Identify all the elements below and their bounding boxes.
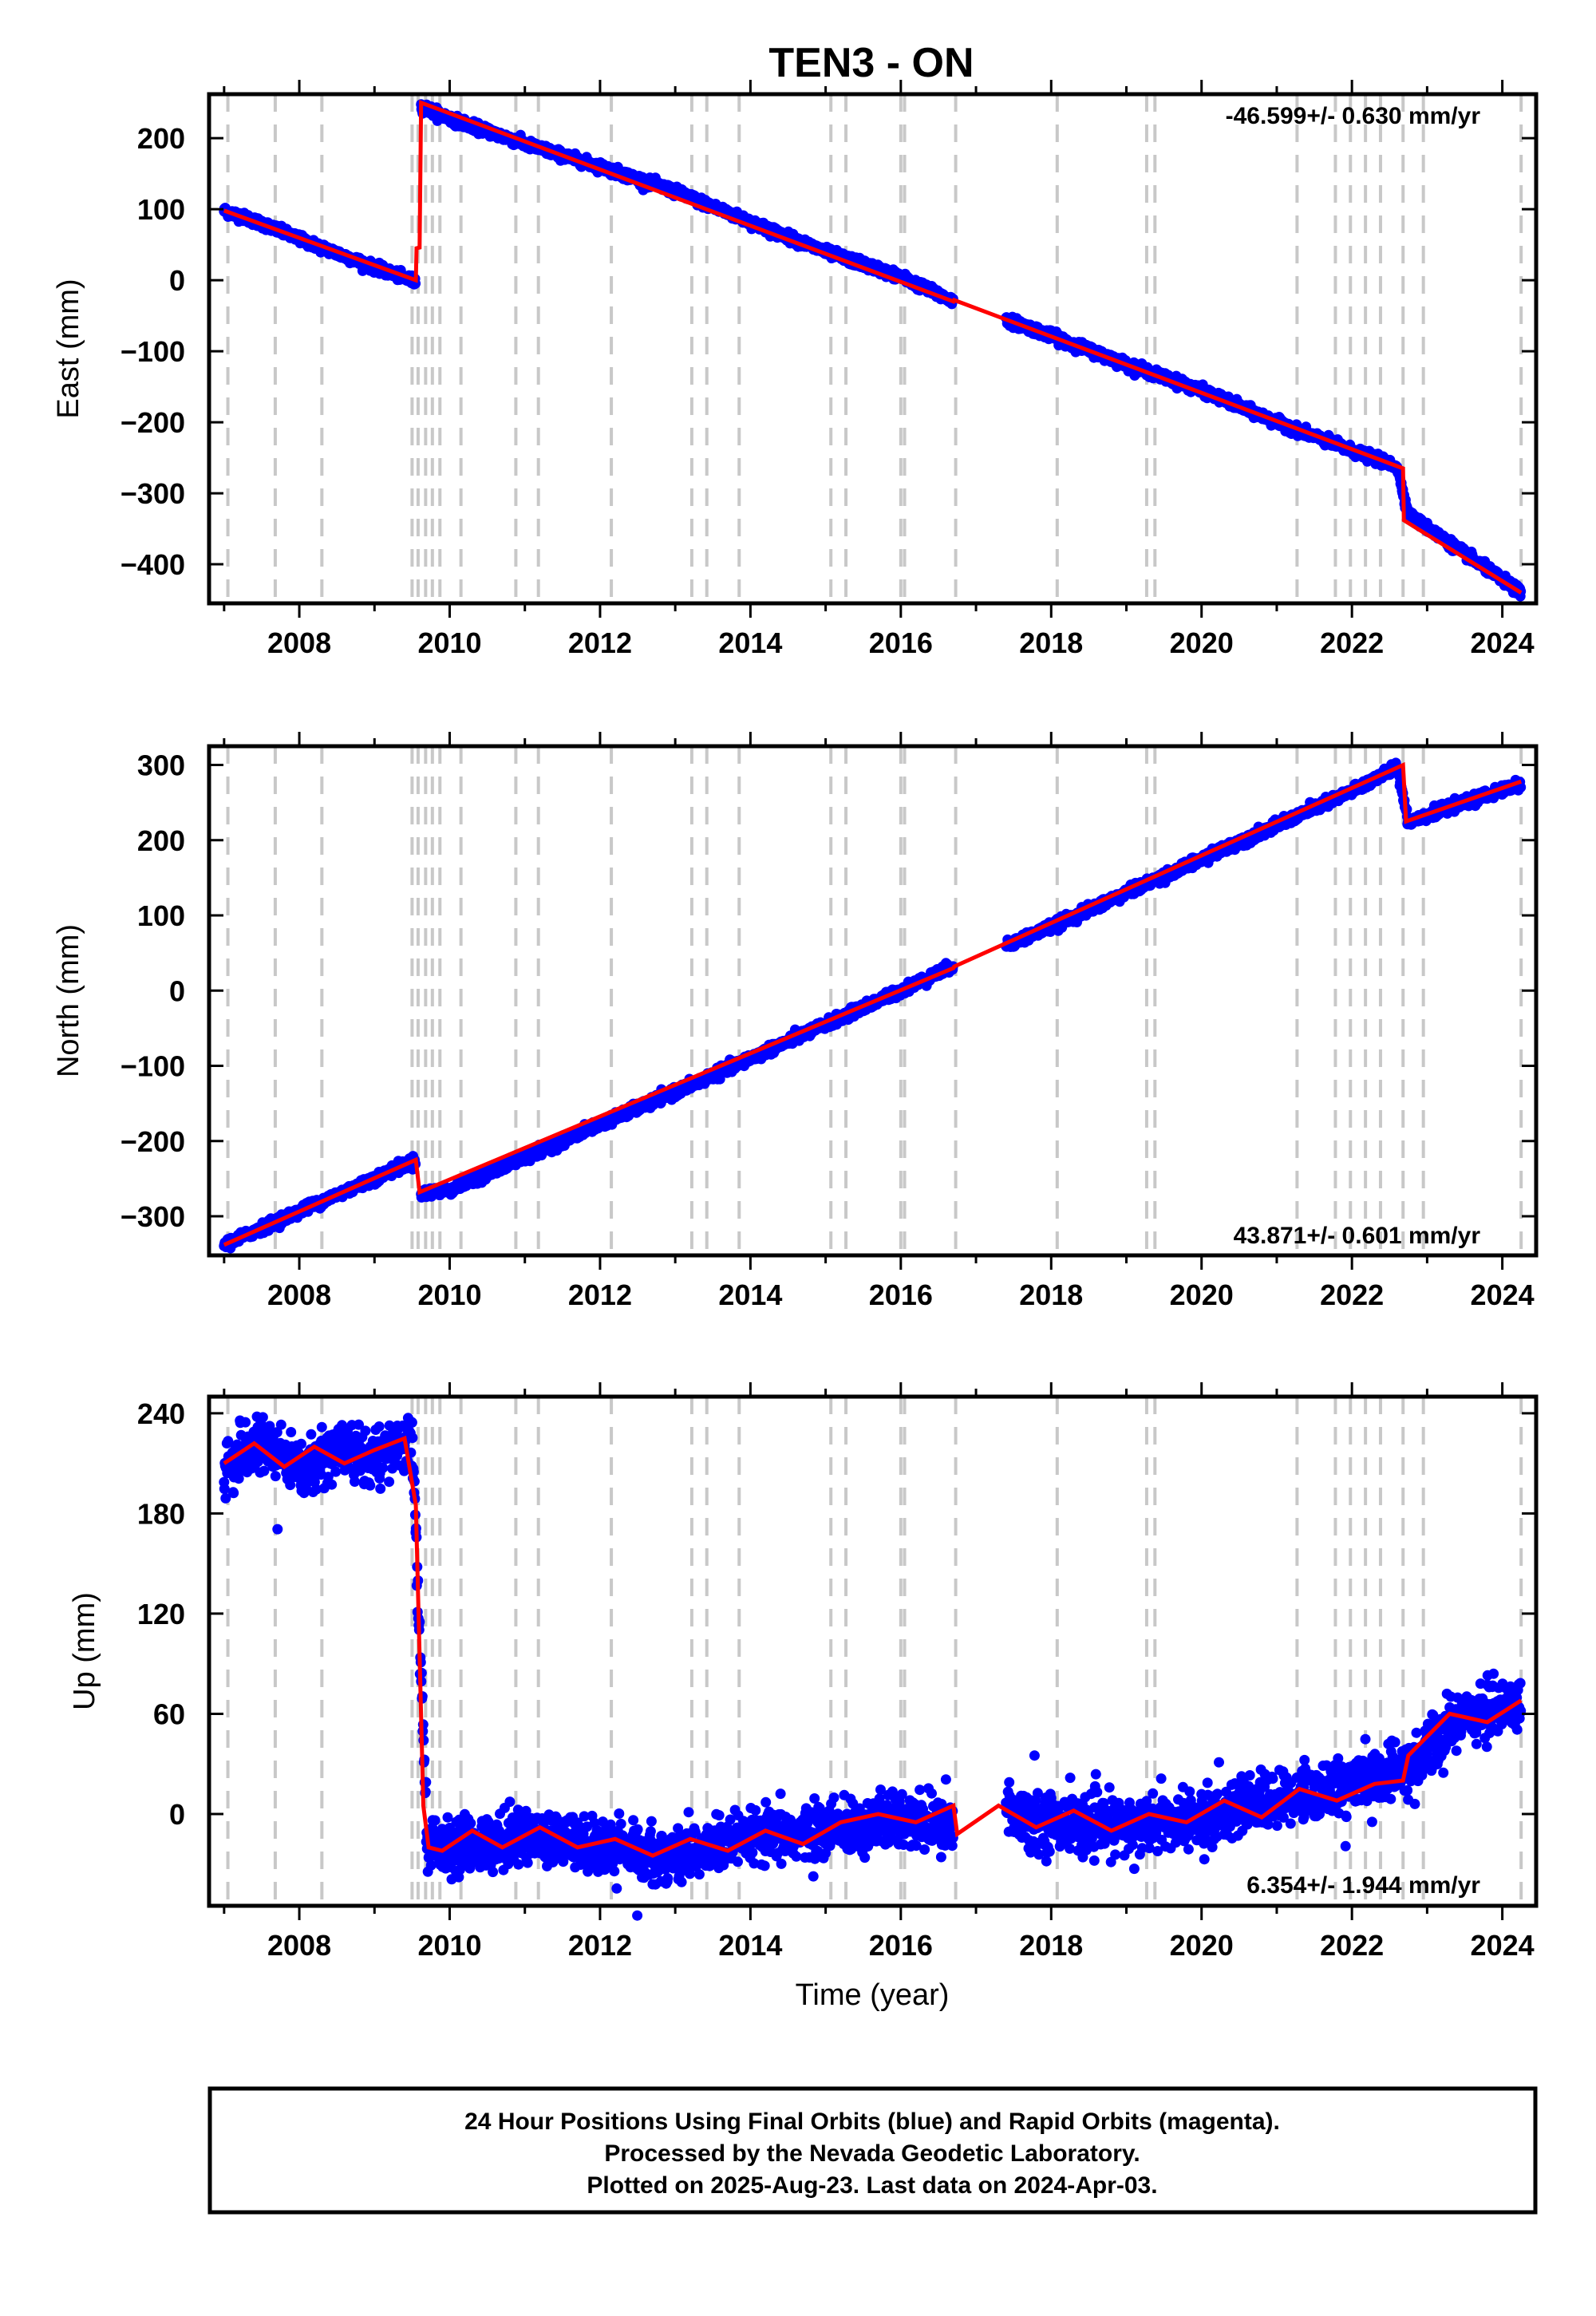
east-x-tick-label: 2014 (718, 626, 782, 659)
east-rate-label: -46.599+/- 0.630 mm/yr (1226, 103, 1481, 129)
east-y-tick-label: −100 (120, 335, 185, 368)
east-y-tick-label: −300 (120, 477, 185, 510)
east-x-tick-label: 2020 (1170, 626, 1234, 659)
east-y-tick-label: 200 (137, 122, 185, 155)
east-x-tick-label: 2008 (267, 626, 331, 659)
east-y-tick-label: 0 (169, 264, 185, 297)
east-x-tick-label: 2022 (1320, 626, 1384, 659)
east-panel: 2008 2010 2012 2014 2016 2018 2020 2022 2024 200… (52, 80, 1539, 659)
east-y-tick-label: −400 (120, 548, 185, 581)
east-y-axis-label: East (mm) (52, 279, 85, 418)
east-y-tick-label: 100 (137, 193, 185, 226)
east-y-tick-label: −200 (120, 406, 185, 439)
east-plot-background (209, 94, 1536, 603)
east-x-tick-label: 2010 (417, 626, 481, 659)
north-panel: 2008 2010 2012 2014 2016 2018 2020 2022 2024 300… (52, 732, 1539, 1311)
page-title: TEN3 - ON (768, 40, 974, 86)
east-x-tick-label: 2018 (1019, 626, 1083, 659)
east-x-tick-label: 2016 (869, 626, 933, 659)
east-x-tick-label: 2024 (1471, 626, 1535, 659)
east-x-tick-label: 2012 (568, 626, 632, 659)
